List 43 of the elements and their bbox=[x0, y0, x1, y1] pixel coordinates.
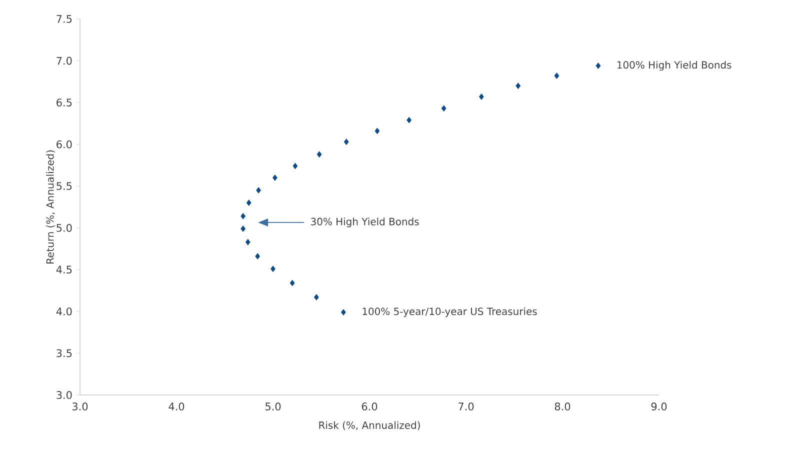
point bbox=[314, 294, 319, 300]
y-tick-label: 3.5 bbox=[56, 349, 72, 358]
x-tick-label: 8.0 bbox=[554, 402, 570, 410]
y-tick-label: 3.0 bbox=[56, 391, 72, 399]
point bbox=[292, 162, 298, 170]
point bbox=[554, 72, 560, 80]
point bbox=[270, 266, 276, 272]
point bbox=[240, 226, 246, 232]
point bbox=[596, 62, 601, 69]
y-tick-label: 5.0 bbox=[56, 224, 72, 232]
x-tick-label: 6.0 bbox=[362, 402, 378, 410]
point bbox=[246, 200, 252, 206]
point bbox=[240, 212, 246, 220]
x-tick-label: 5.0 bbox=[266, 402, 281, 410]
point bbox=[516, 82, 521, 90]
point bbox=[341, 309, 346, 316]
point bbox=[441, 105, 446, 112]
annotation: 30% High Yield Bonds bbox=[311, 218, 419, 228]
x-axis-title: Risk (%, Annualized) bbox=[319, 421, 420, 430]
x-tick-label: 4.0 bbox=[168, 402, 184, 410]
y-tick-label: 7.5 bbox=[56, 15, 72, 23]
point bbox=[406, 116, 412, 124]
x-tick-label: 3.0 bbox=[72, 402, 88, 410]
y-tick-label: 6.0 bbox=[56, 140, 72, 148]
x-tick-label: 9.0 bbox=[651, 402, 667, 410]
y-axis-title: Return (%, Annualized) bbox=[46, 150, 56, 264]
annotation: 100% High Yield Bonds bbox=[618, 60, 732, 71]
point bbox=[255, 253, 260, 260]
point bbox=[478, 93, 484, 100]
point bbox=[290, 280, 295, 286]
x-tick-label: 7.0 bbox=[458, 402, 474, 410]
y-tick-label: 6.5 bbox=[56, 98, 72, 106]
y-tick-label: 5.5 bbox=[56, 182, 72, 190]
point bbox=[374, 128, 380, 134]
point bbox=[272, 174, 278, 181]
point bbox=[245, 238, 250, 246]
annotation: 100% 5-year/10-year US Treasuries bbox=[362, 307, 537, 318]
y-tick-label: 4.5 bbox=[56, 266, 72, 274]
y-tick-label: 7.0 bbox=[56, 56, 72, 65]
point bbox=[316, 151, 322, 158]
point bbox=[256, 187, 261, 194]
y-tick-label: 4.0 bbox=[56, 307, 72, 316]
point bbox=[344, 138, 349, 146]
